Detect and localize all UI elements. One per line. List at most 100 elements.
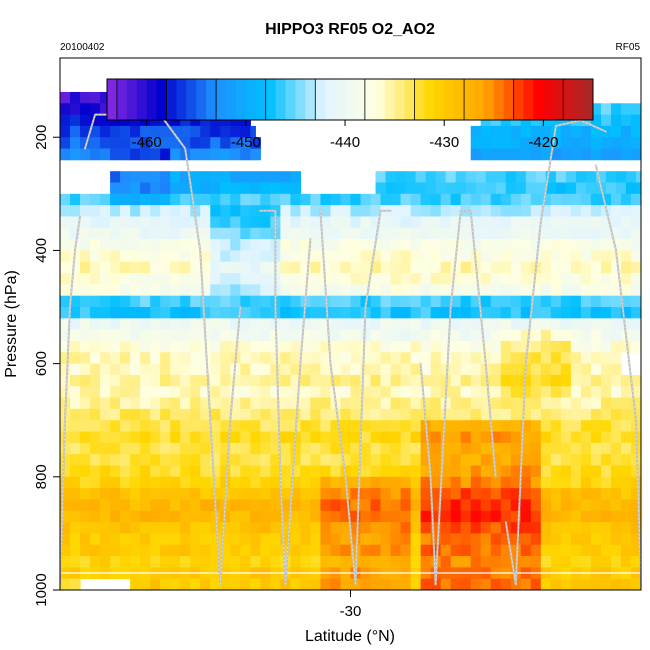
heatmap-cell xyxy=(600,193,612,206)
heatmap-cell xyxy=(360,499,372,512)
heatmap-cell xyxy=(240,465,251,478)
heatmap-cell xyxy=(330,318,342,331)
heatmap-cell xyxy=(130,510,141,523)
heatmap-cell xyxy=(400,465,412,478)
heatmap-cell xyxy=(550,578,562,590)
heatmap-cell xyxy=(440,295,452,308)
heatmap-cell xyxy=(160,137,171,149)
heatmap-cell xyxy=(190,137,201,149)
heatmap-cell xyxy=(160,510,171,523)
heatmap-cell xyxy=(350,273,362,285)
heatmap-cell xyxy=(120,250,131,263)
colorbar-swatch xyxy=(374,79,386,120)
colorbar-swatch xyxy=(146,79,158,120)
heatmap-cell xyxy=(400,318,412,331)
heatmap-cell xyxy=(120,363,131,376)
heatmap-cell xyxy=(540,420,552,432)
heatmap-cell xyxy=(180,205,191,217)
heatmap-cell xyxy=(110,556,121,568)
heatmap-cell xyxy=(340,295,352,308)
heatmap-cell xyxy=(360,522,372,534)
heatmap-cell xyxy=(440,216,452,229)
heatmap-cell xyxy=(540,578,552,590)
heatmap-cell xyxy=(470,329,482,342)
heatmap-cell xyxy=(160,125,171,138)
heatmap-cell xyxy=(420,431,432,444)
heatmap-cell xyxy=(80,352,91,365)
heatmap-cell xyxy=(320,544,332,557)
heatmap-cell xyxy=(550,340,562,353)
heatmap-cell xyxy=(120,465,131,478)
heatmap-cell xyxy=(410,352,422,365)
heatmap-cell xyxy=(100,307,111,319)
heatmap-cell xyxy=(130,329,141,342)
heatmap-cell xyxy=(420,307,432,319)
heatmap-cell xyxy=(470,499,482,512)
heatmap-cell xyxy=(210,408,221,421)
heatmap-cell xyxy=(560,284,572,297)
heatmap-cell xyxy=(70,544,81,557)
heatmap-cell xyxy=(150,578,161,590)
heatmap-cell xyxy=(240,250,251,263)
heatmap-cell xyxy=(460,488,472,500)
heatmap-cell xyxy=(490,329,502,342)
heatmap-cell xyxy=(570,533,582,546)
heatmap-cell xyxy=(90,397,101,410)
heatmap-cell xyxy=(290,295,302,308)
heatmap-cell xyxy=(80,522,91,534)
heatmap-cell xyxy=(430,533,442,546)
heatmap-cell xyxy=(150,329,161,342)
heatmap-cell xyxy=(550,261,562,274)
heatmap-cell xyxy=(495,171,507,183)
heatmap-cell xyxy=(480,261,492,274)
heatmap-cell xyxy=(90,284,101,297)
heatmap-cell xyxy=(440,193,452,206)
heatmap-cell xyxy=(190,205,201,217)
heatmap-cell xyxy=(250,284,261,297)
heatmap-cell xyxy=(220,454,231,466)
heatmap-cell xyxy=(530,386,542,398)
heatmap-cell xyxy=(110,386,121,398)
heatmap-cell xyxy=(70,148,81,161)
heatmap-cell xyxy=(160,408,171,421)
heatmap-cell xyxy=(210,522,221,534)
heatmap-cell xyxy=(100,510,111,523)
heatmap-cell xyxy=(490,239,502,251)
heatmap-cell xyxy=(120,510,131,523)
heatmap-cell xyxy=(490,397,502,410)
heatmap-cell xyxy=(370,216,382,229)
heatmap-cell xyxy=(250,522,261,534)
heatmap-cell xyxy=(380,284,392,297)
heatmap-cell xyxy=(510,397,522,410)
heatmap-cell xyxy=(410,522,422,534)
heatmap-cell xyxy=(170,261,181,274)
heatmap-cell xyxy=(560,510,572,523)
heatmap-cell xyxy=(390,363,402,376)
heatmap-cell xyxy=(70,137,81,149)
heatmap-cell xyxy=(250,125,256,138)
colorbar-swatch xyxy=(335,79,346,120)
heatmap-cell xyxy=(210,476,221,489)
heatmap-cell xyxy=(530,465,542,478)
heatmap-cell xyxy=(460,239,472,251)
heatmap-cell xyxy=(130,227,141,240)
heatmap-cell xyxy=(350,295,362,308)
heatmap-cell xyxy=(250,488,261,500)
heatmap-cell xyxy=(180,510,191,523)
heatmap-cell xyxy=(320,239,332,251)
heatmap-cell xyxy=(550,510,562,523)
heatmap-cell xyxy=(70,193,81,206)
heatmap-cell xyxy=(240,340,251,353)
heatmap-cell xyxy=(340,499,352,512)
heatmap-cell xyxy=(520,510,532,523)
heatmap-cell xyxy=(445,182,457,195)
heatmap-cell xyxy=(570,454,582,466)
heatmap-cell xyxy=(550,397,562,410)
heatmap-cell xyxy=(370,522,382,534)
heatmap-cell xyxy=(200,148,211,161)
heatmap-cell xyxy=(120,307,131,319)
heatmap-cell xyxy=(110,284,121,297)
heatmap-cell xyxy=(600,510,612,523)
heatmap-cell xyxy=(500,193,512,206)
heatmap-cell xyxy=(610,499,622,512)
